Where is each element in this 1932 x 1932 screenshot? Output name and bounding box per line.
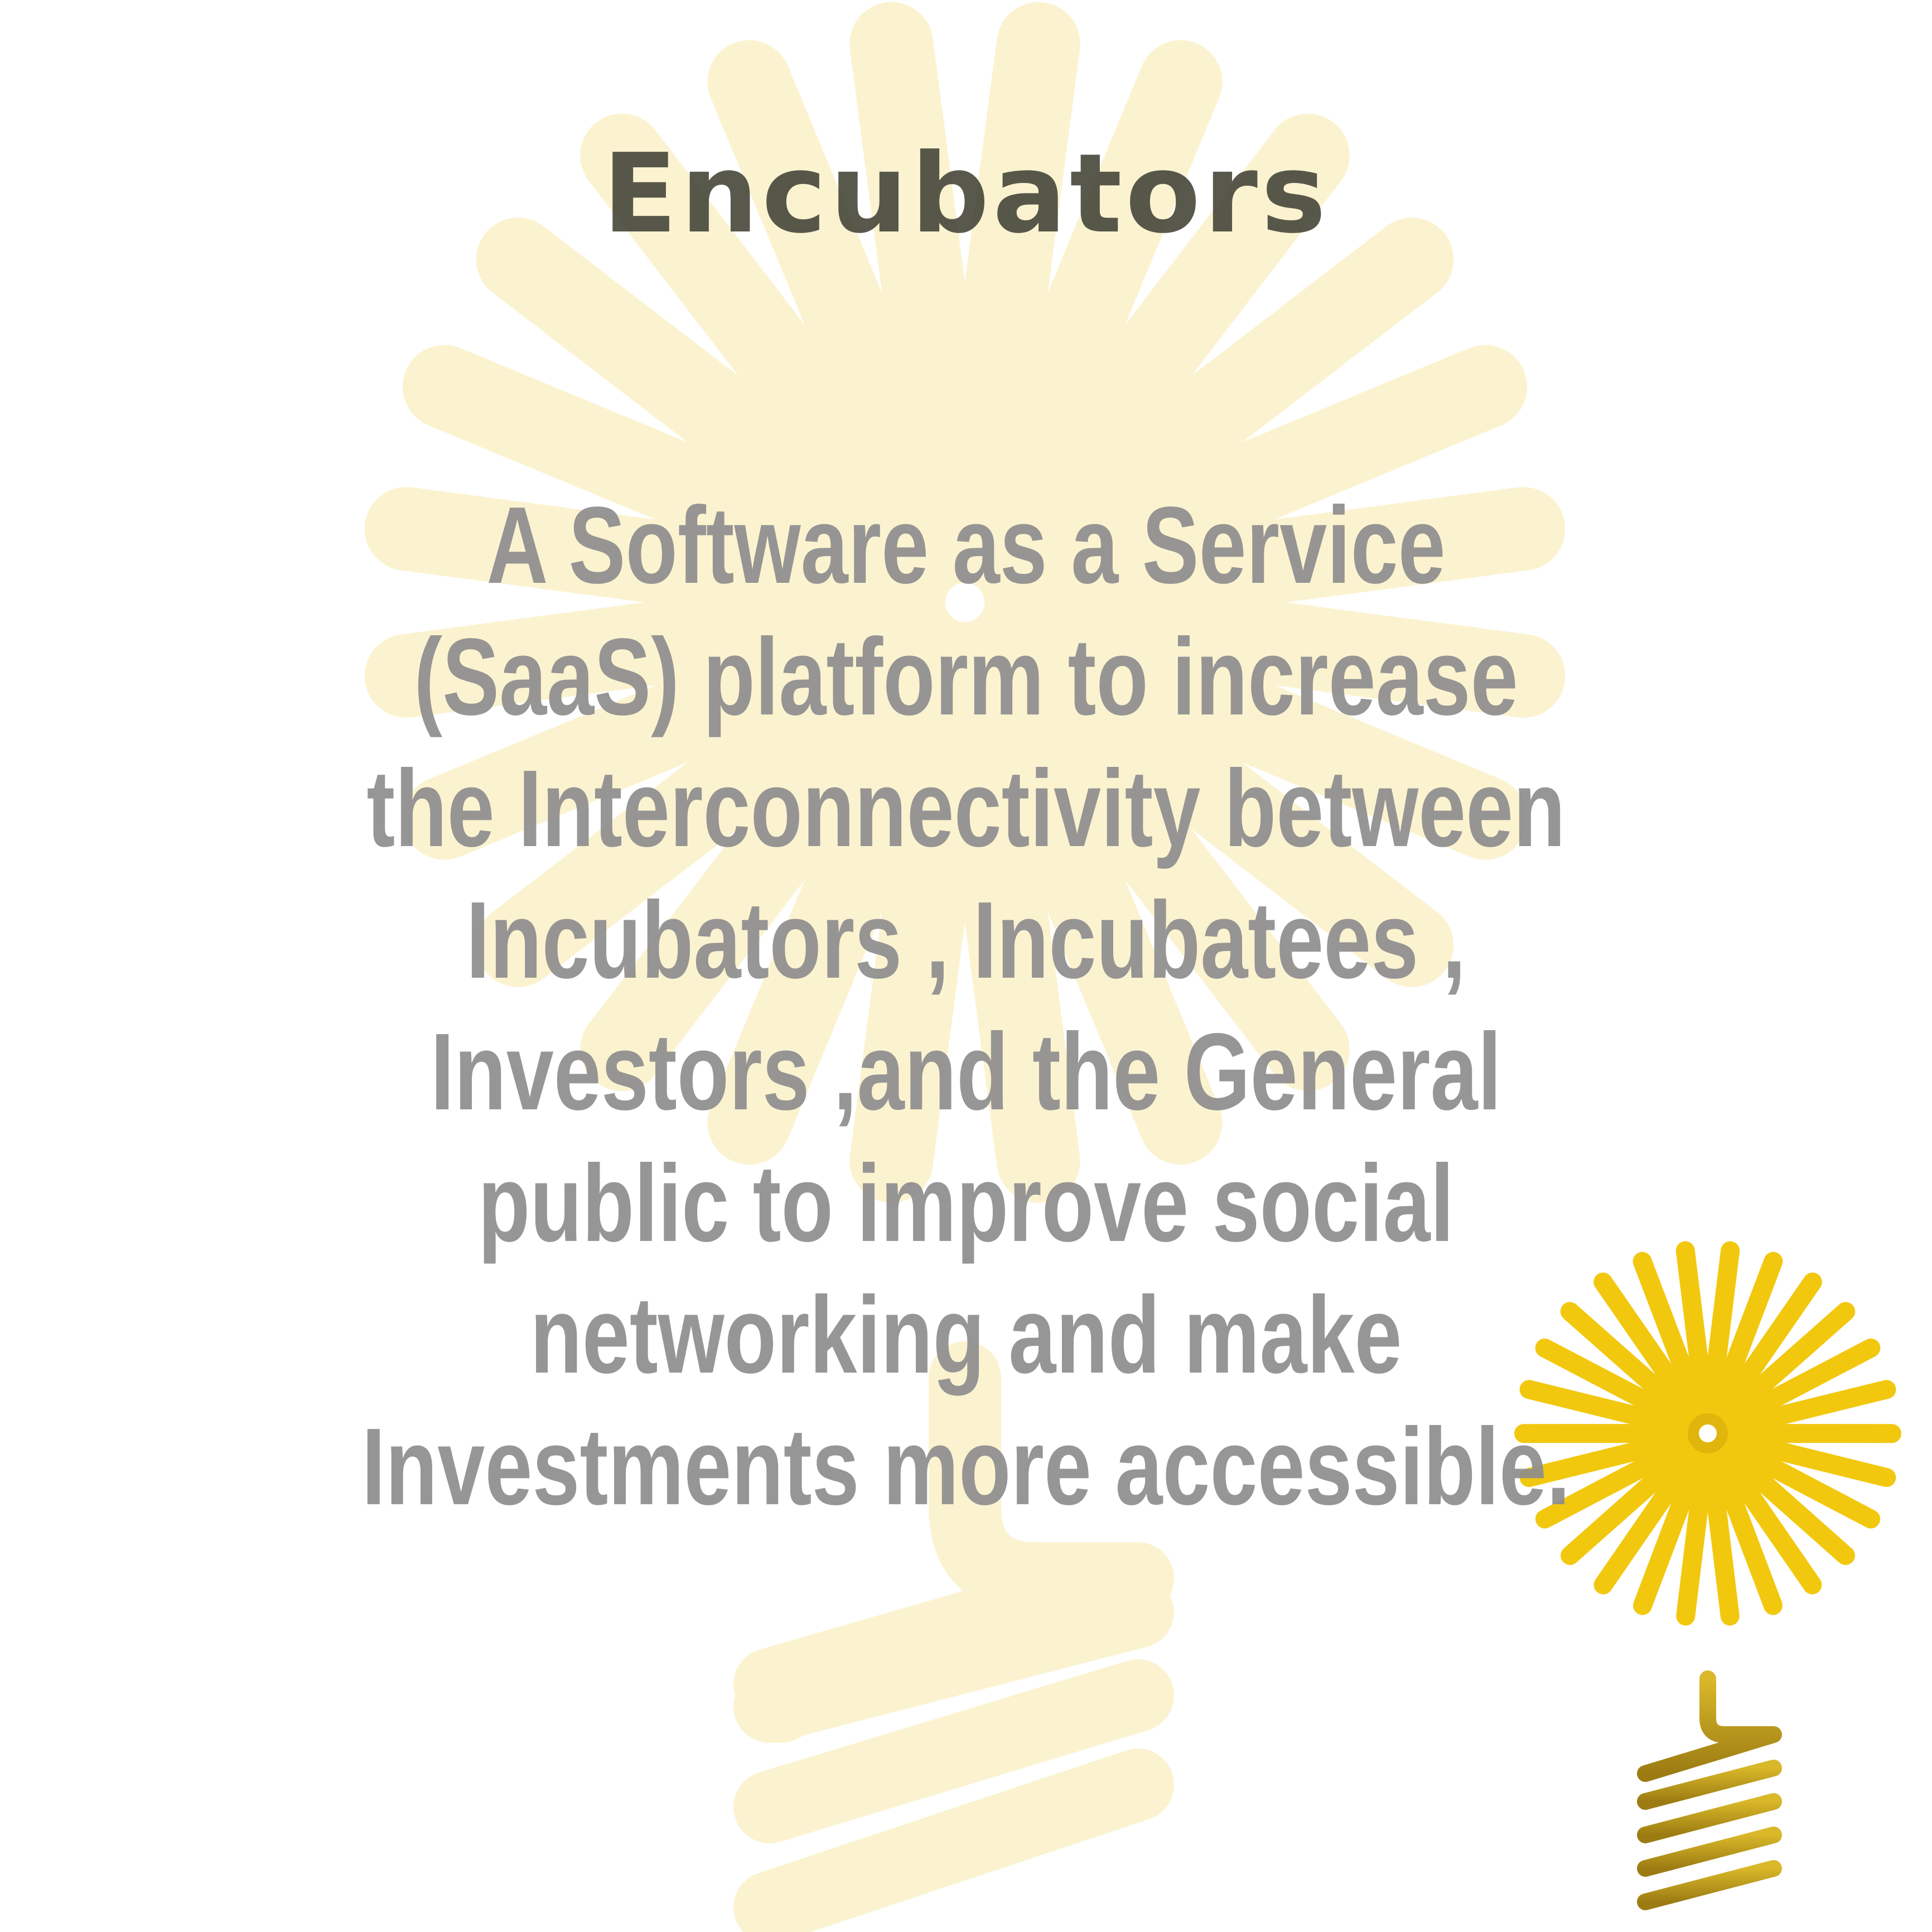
light-ray [1723, 1338, 1881, 1430]
light-ray [1725, 1380, 1896, 1437]
light-ray [1714, 1272, 1822, 1420]
light-ray [1675, 1241, 1714, 1416]
light-ray [1593, 1447, 1702, 1595]
light-ray [1560, 1302, 1697, 1424]
light-ray [1719, 1302, 1856, 1424]
light-ray [1519, 1430, 1690, 1487]
light-ray [1723, 1437, 1881, 1529]
light-ray [1719, 1442, 1855, 1565]
light-ray [1676, 1451, 1714, 1626]
light-ray [1519, 1380, 1690, 1437]
light-ray [1535, 1437, 1693, 1529]
light-ray [1714, 1447, 1822, 1595]
light-ray [1633, 1450, 1708, 1615]
light-ray [1708, 1450, 1783, 1615]
light-ray [1535, 1338, 1693, 1430]
description-text: A Software as a Service (SaaS) platform … [361, 484, 1571, 1528]
light-ray [849, 2, 999, 583]
light-ray [1561, 1442, 1697, 1565]
light-ray [1632, 1252, 1708, 1417]
light-ray [1593, 1272, 1702, 1420]
light-ray [1725, 1430, 1896, 1487]
light-ray [1702, 1241, 1740, 1416]
page-title: Encubators [602, 131, 1330, 258]
light-ray [1708, 1252, 1783, 1417]
light-ray [1702, 1451, 1740, 1626]
